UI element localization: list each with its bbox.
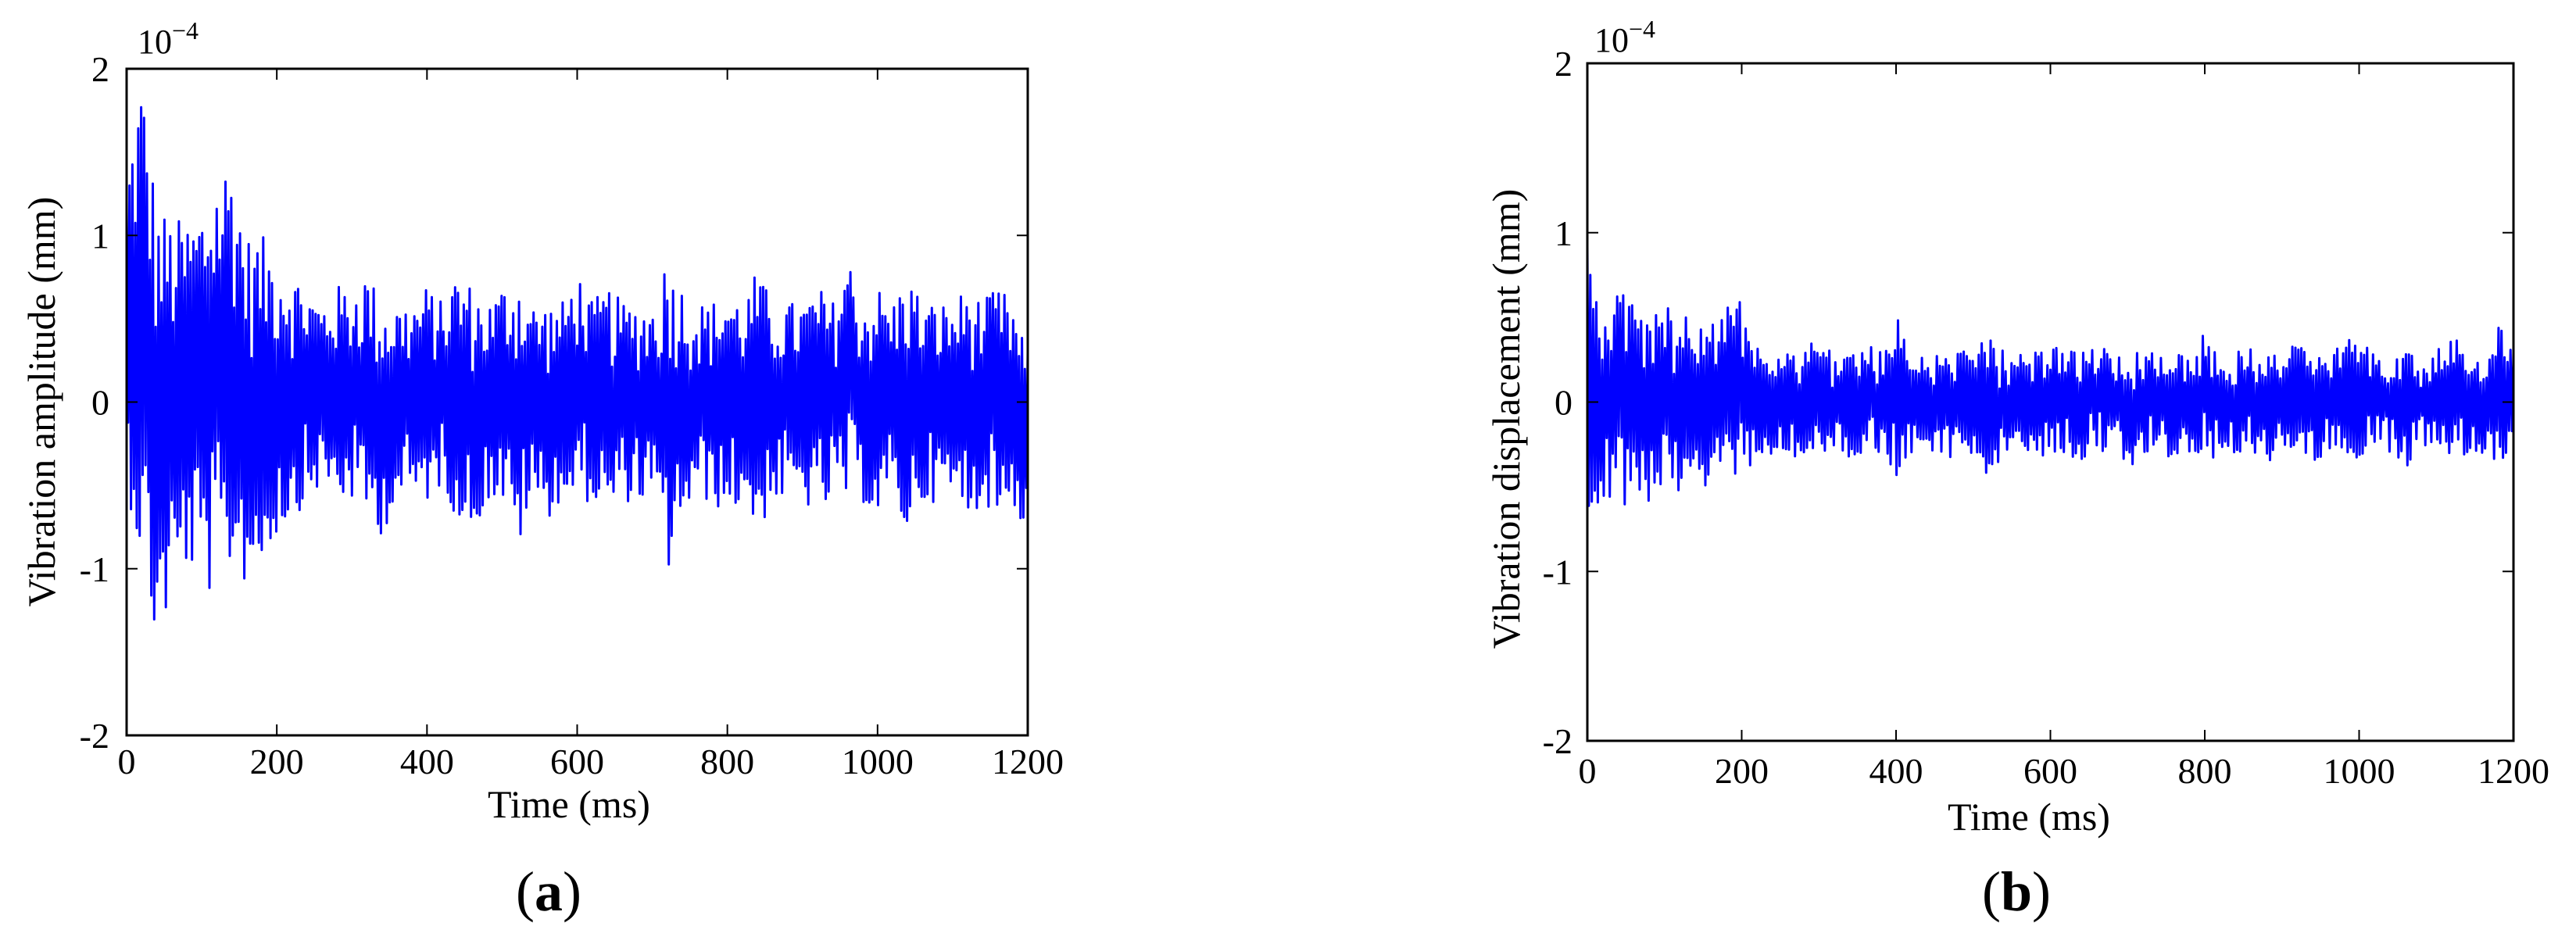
y-multiplier-a: 10−4 xyxy=(138,16,199,61)
y-tick-label-b-4: 2 xyxy=(1555,44,1572,84)
x-tick-label-a-2: 400 xyxy=(400,742,454,781)
x-tick-label-b-1: 200 xyxy=(1715,751,1769,791)
series-layer-a xyxy=(125,105,1029,621)
y-multiplier-base-a: 10 xyxy=(138,23,172,61)
y-tick-label-a-4: 2 xyxy=(91,49,109,89)
x-tick-label-a-3: 600 xyxy=(550,742,604,781)
panel-letter-b: b xyxy=(2001,860,2032,923)
y-multiplier-exponent-a: −4 xyxy=(172,16,199,45)
panel-label-b: (b) xyxy=(1982,860,2051,923)
panel-letter-a: a xyxy=(535,860,563,923)
ticks-layer-b: 0 200 400 600 800 1000 1200 -2 -1 0 1 2 xyxy=(1543,44,2549,791)
x-tick-label-b-6: 1200 xyxy=(2478,751,2549,791)
x-tick-label-b-0: 0 xyxy=(1579,751,1597,791)
y-tick-label-a-0: -2 xyxy=(80,716,109,756)
series-line-b-0 xyxy=(1586,246,2515,507)
x-tick-label-b-5: 1000 xyxy=(2324,751,2395,791)
x-axis-label-a: Time (ms) xyxy=(488,782,650,826)
y-axis-label-b: Vibration displacement (mm) xyxy=(1484,189,1528,649)
x-tick-label-a-1: 200 xyxy=(250,742,304,781)
y-tick-label-b-3: 1 xyxy=(1555,213,1572,253)
x-tick-label-b-4: 800 xyxy=(2178,751,2232,791)
x-tick-label-a-5: 1000 xyxy=(842,742,914,781)
panel-label-a: (a) xyxy=(516,860,581,923)
y-multiplier-exponent-b: −4 xyxy=(1629,15,1655,43)
y-tick-label-b-2: 0 xyxy=(1555,383,1572,423)
y-tick-label-a-3: 1 xyxy=(91,216,109,256)
y-multiplier-base-b: 10 xyxy=(1594,21,1629,59)
y-axis-label-a: Vibration amplitude (mm) xyxy=(20,197,63,607)
y-tick-label-a-2: 0 xyxy=(91,383,109,423)
y-multiplier-b: 10−4 xyxy=(1594,15,1655,59)
x-tick-label-a-0: 0 xyxy=(118,742,136,781)
chart-panel-a: 0 200 400 600 800 1000 1200 -2 -1 0 1 2 10−4 Time (… xyxy=(20,16,1064,923)
x-tick-label-a-6: 1200 xyxy=(992,742,1064,781)
series-layer-b xyxy=(1586,246,2515,507)
series-line-a-0 xyxy=(125,105,1029,621)
x-tick-label-a-4: 800 xyxy=(700,742,754,781)
x-tick-label-b-2: 400 xyxy=(1869,751,1923,791)
y-tick-label-b-0: -2 xyxy=(1543,721,1572,761)
y-tick-label-a-1: -1 xyxy=(80,549,109,589)
x-tick-label-b-3: 600 xyxy=(2023,751,2077,791)
x-axis-label-b: Time (ms) xyxy=(1948,795,2110,839)
y-tick-label-b-1: -1 xyxy=(1543,552,1572,592)
chart-panel-b: 0 200 400 600 800 1000 1200 -2 -1 0 1 2 10−4 Time (… xyxy=(1484,15,2549,923)
ticks-layer-a: 0 200 400 600 800 1000 1200 -2 -1 0 1 2 xyxy=(80,49,1064,781)
